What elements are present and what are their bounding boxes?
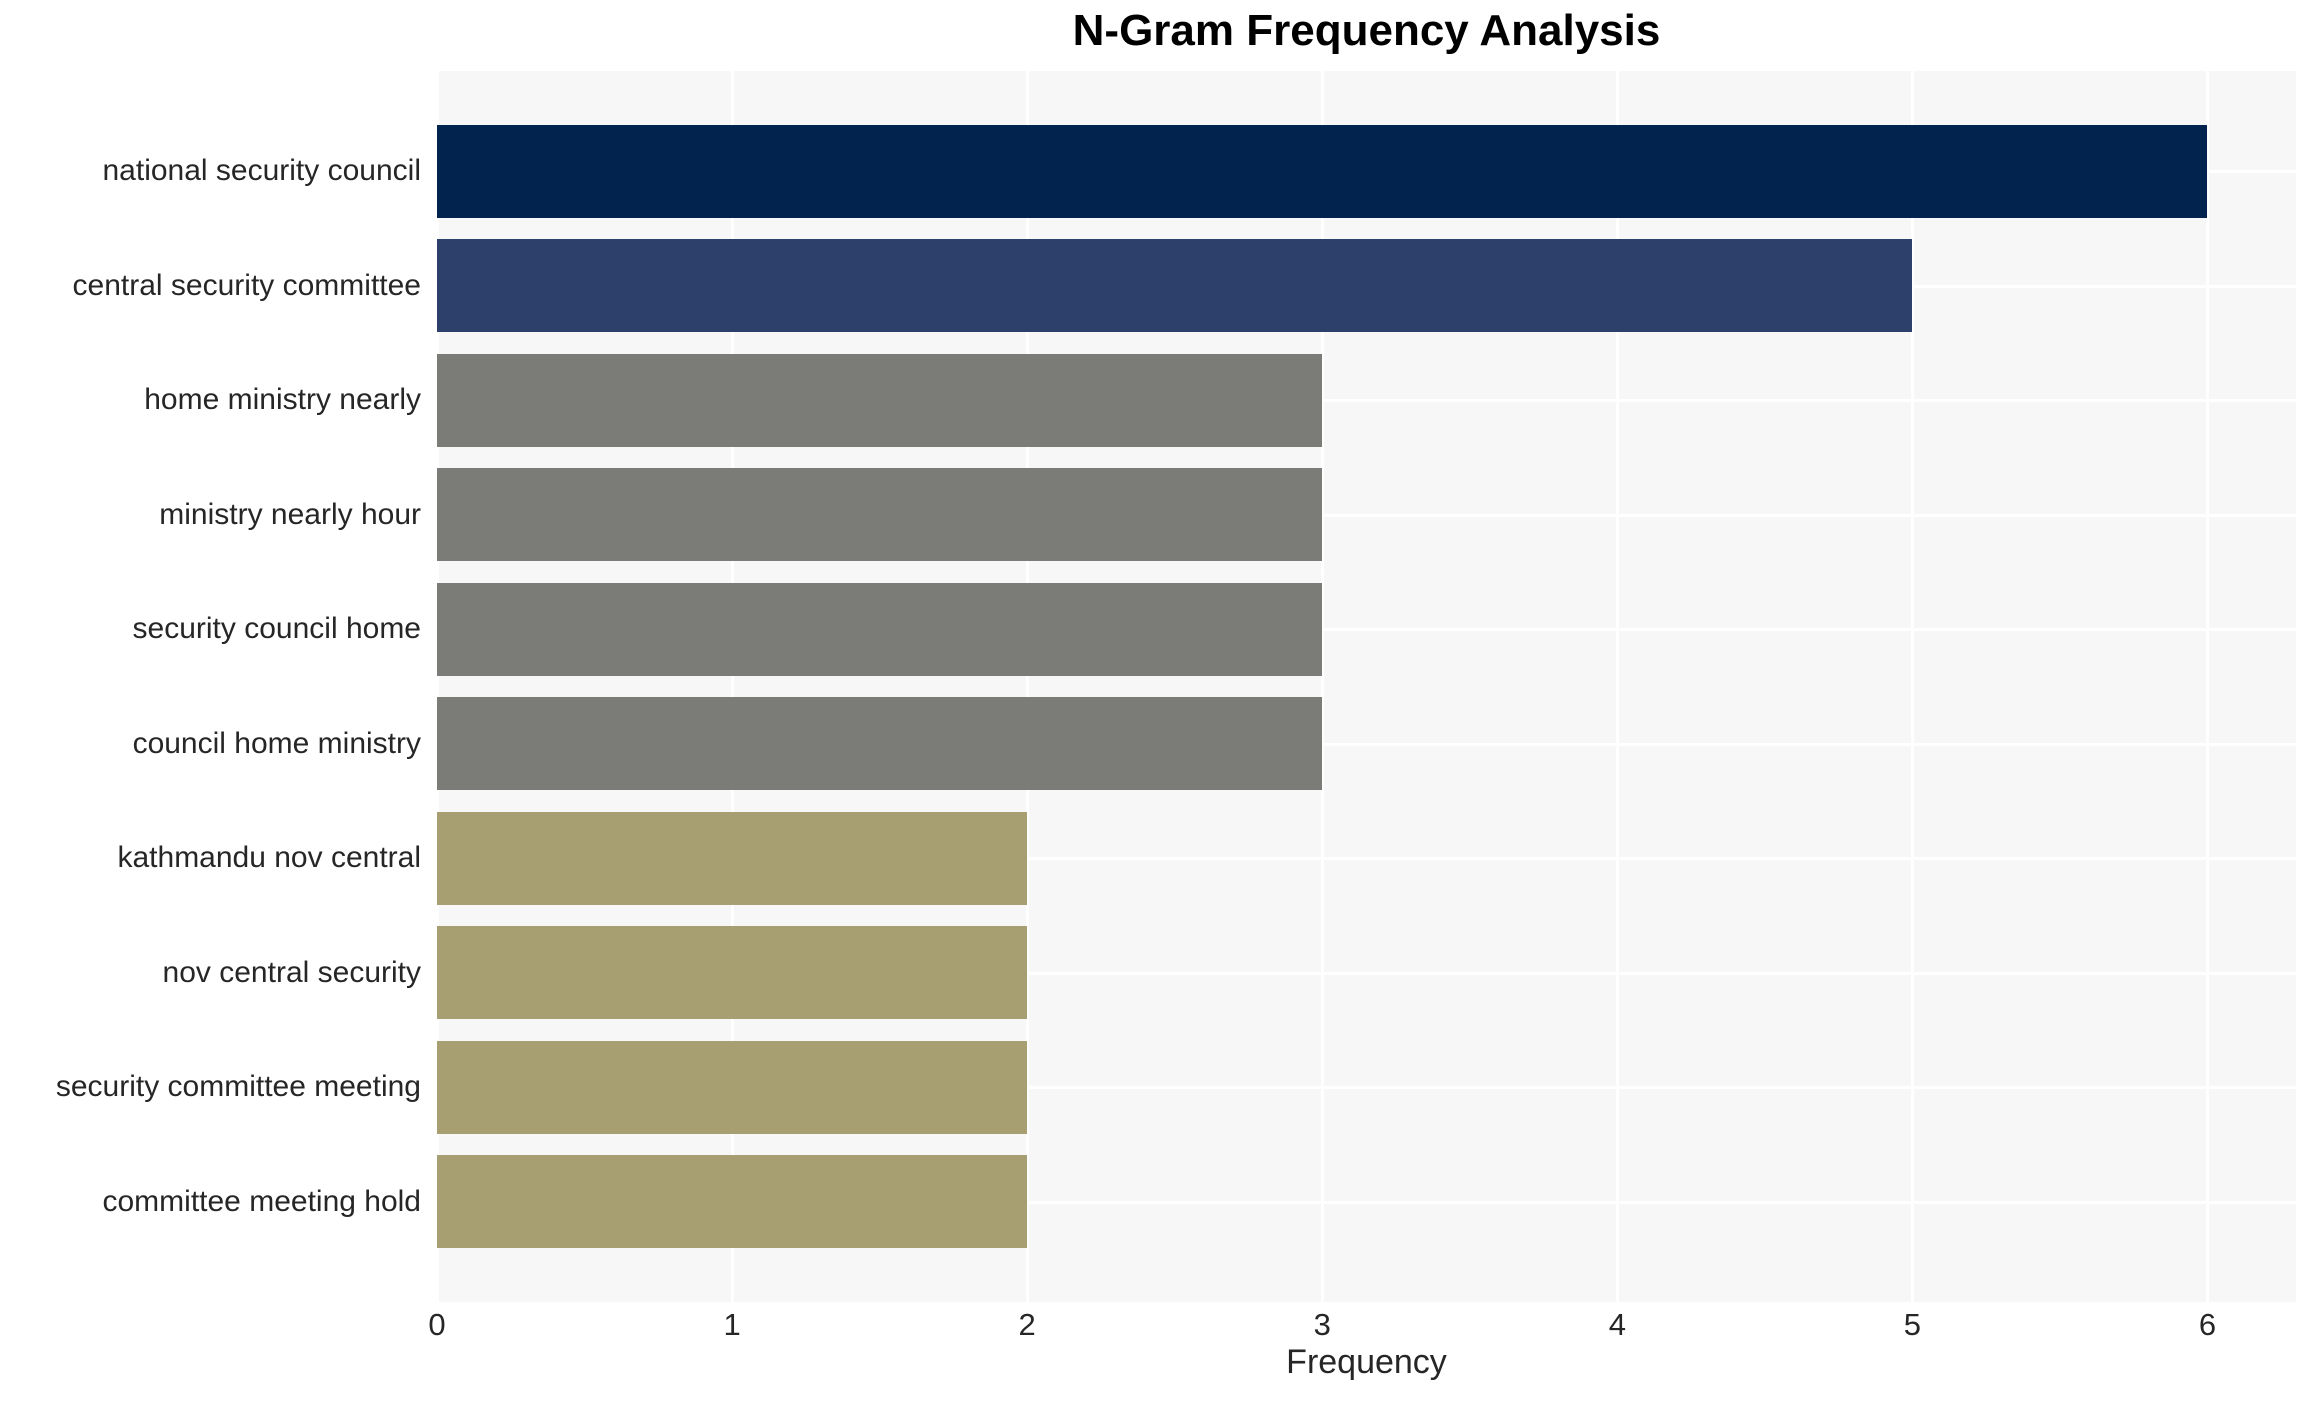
x-tick-label: 2 (1018, 1307, 1036, 1342)
bar-row (437, 916, 2296, 1031)
bar (437, 239, 1913, 333)
bar (437, 582, 1323, 676)
x-tick-label: 1 (723, 1307, 741, 1342)
y-axis-label: central security committee (72, 268, 421, 302)
gridline-vertical (731, 71, 735, 1302)
x-tick-label: 0 (428, 1307, 446, 1342)
bar-row (437, 1030, 2296, 1145)
x-tick-label: 6 (2198, 1307, 2217, 1342)
bar-row (437, 801, 2296, 916)
bar (437, 811, 1028, 905)
y-axis-label: security council home (132, 612, 421, 646)
bar-row (437, 229, 2296, 344)
gridline-vertical (2206, 71, 2210, 1302)
gridline-horizontal (437, 399, 2296, 403)
gridline-horizontal (437, 971, 2296, 975)
gridline-vertical (1616, 71, 1620, 1302)
y-axis-label: security committee meeting (55, 1070, 421, 1104)
bar-row (437, 1145, 2296, 1260)
y-axis-label: home ministry nearly (144, 383, 421, 417)
gridline-vertical (1911, 71, 1915, 1302)
gridline-vertical (436, 71, 439, 1302)
bar (437, 124, 2208, 218)
bar (437, 697, 1323, 791)
x-tick-label: 5 (1903, 1307, 1922, 1342)
gridline-vertical (1026, 71, 1030, 1302)
y-axis-label: kathmandu nov central (117, 841, 421, 875)
y-axis-label: ministry nearly hour (159, 497, 421, 531)
bar (437, 1040, 1028, 1134)
bar-rows (437, 114, 2296, 1259)
gridline-horizontal (437, 1200, 2296, 1204)
bar-row (437, 687, 2296, 802)
x-tick-label: 4 (1608, 1307, 1626, 1342)
y-axis-labels: national security council central securit… (0, 114, 421, 1259)
bar-row (437, 343, 2296, 458)
plot-area (436, 71, 2296, 1302)
chart-title: N-Gram Frequency Analysis (1072, 6, 1661, 55)
x-tick-label: 3 (1313, 1307, 1331, 1342)
bar-row (437, 572, 2296, 687)
bar (437, 926, 1028, 1020)
gridline-horizontal (437, 513, 2296, 517)
gridline-horizontal (437, 742, 2296, 746)
bar (437, 468, 1323, 562)
x-axis-title: Frequency (1286, 1343, 1447, 1381)
y-axis-label: committee meeting hold (102, 1184, 422, 1218)
bar (437, 353, 1323, 447)
gridline-horizontal (437, 857, 2296, 861)
y-axis-label: nov central security (162, 955, 421, 989)
gridline-vertical (1321, 71, 1325, 1302)
gridline-horizontal (437, 1086, 2296, 1090)
bar (437, 1155, 1028, 1249)
gridline-horizontal (437, 628, 2296, 632)
y-axis-label: council home ministry (132, 726, 421, 760)
bar-row (437, 114, 2296, 229)
bar-row (437, 458, 2296, 573)
y-axis-label: national security council (102, 154, 421, 188)
